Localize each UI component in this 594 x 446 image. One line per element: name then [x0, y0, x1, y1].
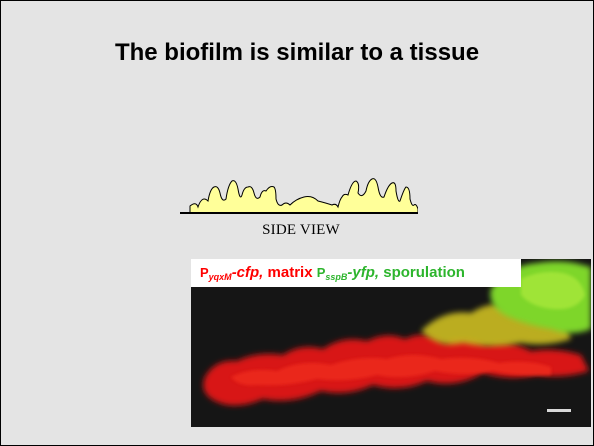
matrix-promoter-subscript: yqxM — [208, 272, 232, 282]
slide-title: The biofilm is similar to a tissue — [114, 39, 480, 66]
scale-bar — [547, 409, 571, 412]
side-view-label: SIDE VIEW — [262, 222, 340, 238]
biofilm-profile-drawing — [180, 178, 419, 214]
biofilm-micrograph: PyqxM-cfp, matrix PsspB-yfp, sporulation — [191, 259, 591, 427]
biofilm-profile — [189, 178, 419, 214]
sporulation-label: sporulation — [383, 264, 465, 281]
reporter-legend: PyqxM-cfp, matrix PsspB-yfp, sporulation — [191, 259, 521, 287]
matrix-label: matrix — [267, 264, 313, 281]
biofilm-side-view-diagram — [178, 151, 419, 226]
sporulation-promoter-subscript: sspB — [325, 272, 348, 282]
sporulation-reporter: -yfp, — [347, 264, 380, 281]
matrix-reporter: -cfp, — [231, 264, 264, 281]
sporulation-promoter-prefix: P — [316, 265, 326, 280]
matrix-promoter-prefix: P — [200, 265, 209, 280]
